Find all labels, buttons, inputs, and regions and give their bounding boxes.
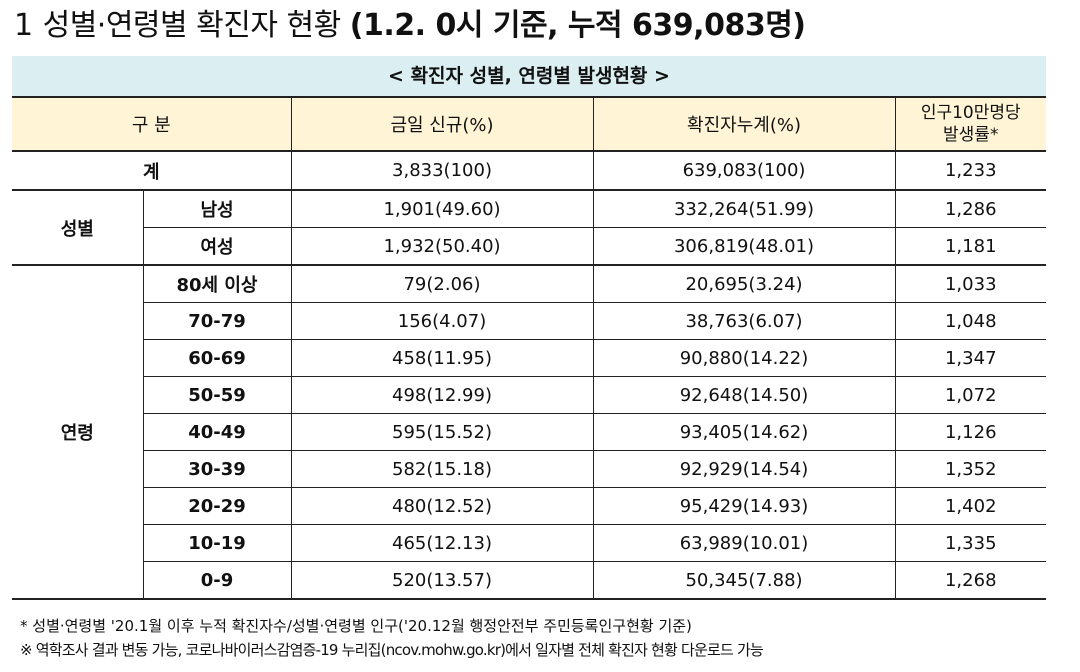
row-cumulative: 92,929(14.54) — [592, 450, 895, 488]
total-cumulative: 639,083(100) — [592, 151, 895, 191]
age-group-label: 연령 — [12, 265, 143, 600]
row-label: 남성 — [142, 190, 291, 228]
table-row: 여성 1,932(50.40) 306,819(48.01) 1,181 — [12, 227, 1046, 266]
footnote-source: ※ 역학조사 결과 변동 가능, 코로나바이러스감염증-19 누리집(ncov.… — [20, 641, 764, 659]
row-rate: 1,335 — [894, 524, 1046, 562]
table-row-total: 계 3,833(100) 639,083(100) 1,233 — [12, 151, 1046, 191]
row-label: 여성 — [142, 227, 291, 266]
row-label: 20-29 — [142, 487, 291, 525]
row-label: 40-49 — [142, 413, 291, 451]
header-row: 구 분 금일 신규(%) 확진자누계(%) 인구10만명당 발생률* — [12, 98, 1046, 152]
row-rate: 1,048 — [894, 302, 1046, 340]
section-number: 1 — [14, 8, 33, 43]
row-new: 480(12.52) — [290, 487, 593, 525]
table-caption: < 확진자 성별, 연령별 발생현황 > — [12, 56, 1046, 98]
table-row: 20-29 480(12.52) 95,429(14.93) 1,402 — [12, 487, 1046, 525]
row-label: 60-69 — [142, 339, 291, 377]
row-label: 80세 이상 — [142, 265, 291, 303]
title-text: 성별·연령별 확진자 현황 — [42, 8, 342, 43]
table-row: 30-39 582(15.18) 92,929(14.54) 1,352 — [12, 450, 1046, 488]
row-label: 10-19 — [142, 524, 291, 562]
header-category: 구 분 — [12, 98, 291, 152]
row-cumulative: 95,429(14.93) — [592, 487, 895, 525]
row-rate: 1,286 — [894, 190, 1046, 228]
row-rate: 1,126 — [894, 413, 1046, 451]
row-new: 465(12.13) — [290, 524, 593, 562]
confirmed-cases-table-container: < 확진자 성별, 연령별 발생현황 > 구 분 금일 신규(%) 확진자누계(… — [12, 56, 1046, 600]
header-rate: 인구10만명당 발생률* — [894, 98, 1046, 152]
row-cumulative: 20,695(3.24) — [592, 265, 895, 303]
row-cumulative: 38,763(6.07) — [592, 302, 895, 340]
row-rate: 1,402 — [894, 487, 1046, 525]
row-new: 156(4.07) — [290, 302, 593, 340]
table-row: 60-69 458(11.95) 90,880(14.22) 1,347 — [12, 339, 1046, 377]
page-title: 1 성별·연령별 확진자 현황 (1.2. 0시 기준, 누적 639,083명) — [14, 4, 806, 48]
row-cumulative: 50,345(7.88) — [592, 561, 895, 600]
table-row: 연령 80세 이상 79(2.06) 20,695(3.24) 1,033 — [12, 265, 1046, 600]
row-rate: 1,033 — [894, 265, 1046, 303]
title-date-total: (1.2. 0시 기준, 누적 639,083명) — [349, 8, 806, 43]
table-row: 10-19 465(12.13) 63,989(10.01) 1,335 — [12, 524, 1046, 562]
total-label: 계 — [12, 151, 291, 191]
footnotes: * 성별·연령별 '20.1월 이후 누적 확진자수/성별·연령별 인구('20… — [20, 614, 764, 662]
header-rate-line1: 인구10만명당 — [920, 103, 1021, 123]
table-row: 성별 남성 1,901(49.60) 332,264(51.99) 1,286 — [12, 190, 1046, 266]
row-new: 595(15.52) — [290, 413, 593, 451]
row-rate: 1,072 — [894, 376, 1046, 414]
row-rate: 1,181 — [894, 227, 1046, 266]
row-new: 1,901(49.60) — [290, 190, 593, 228]
row-new: 582(15.18) — [290, 450, 593, 488]
row-cumulative: 90,880(14.22) — [592, 339, 895, 377]
row-new: 458(11.95) — [290, 339, 593, 377]
row-rate: 1,347 — [894, 339, 1046, 377]
table-row: 70-79 156(4.07) 38,763(6.07) 1,048 — [12, 302, 1046, 340]
row-label: 30-39 — [142, 450, 291, 488]
confirmed-cases-table: 구 분 금일 신규(%) 확진자누계(%) 인구10만명당 발생률* 계 3,8… — [12, 98, 1046, 600]
table-row: 50-59 498(12.99) 92,648(14.50) 1,072 — [12, 376, 1046, 414]
row-new: 79(2.06) — [290, 265, 593, 303]
table-row: 40-49 595(15.52) 93,405(14.62) 1,126 — [12, 413, 1046, 451]
row-new: 520(13.57) — [290, 561, 593, 600]
table-row: 0-9 520(13.57) 50,345(7.88) 1,268 — [12, 561, 1046, 600]
total-new: 3,833(100) — [290, 151, 593, 191]
row-rate: 1,268 — [894, 561, 1046, 600]
row-new: 498(12.99) — [290, 376, 593, 414]
row-cumulative: 93,405(14.62) — [592, 413, 895, 451]
row-cumulative: 63,989(10.01) — [592, 524, 895, 562]
row-cumulative: 92,648(14.50) — [592, 376, 895, 414]
row-cumulative: 332,264(51.99) — [592, 190, 895, 228]
row-label: 50-59 — [142, 376, 291, 414]
row-label: 70-79 — [142, 302, 291, 340]
header-new: 금일 신규(%) — [290, 98, 593, 152]
sex-group-label: 성별 — [12, 190, 143, 266]
header-cumulative: 확진자누계(%) — [592, 98, 895, 152]
row-new: 1,932(50.40) — [290, 227, 593, 266]
total-rate: 1,233 — [894, 151, 1046, 191]
row-rate: 1,352 — [894, 450, 1046, 488]
footnote-rate-definition: * 성별·연령별 '20.1월 이후 누적 확진자수/성별·연령별 인구('20… — [20, 617, 692, 635]
row-cumulative: 306,819(48.01) — [592, 227, 895, 266]
row-label: 0-9 — [142, 561, 291, 600]
header-rate-line2: 발생률* — [943, 125, 999, 145]
